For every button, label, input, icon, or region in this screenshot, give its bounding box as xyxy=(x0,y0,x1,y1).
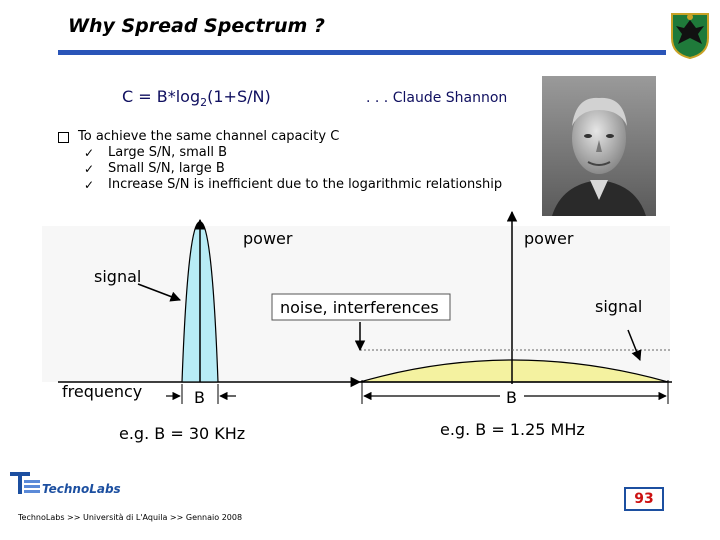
claude-shannon-photo xyxy=(542,76,656,216)
page-number: 93 xyxy=(624,487,664,511)
spread-signal-shape xyxy=(359,359,669,383)
right-signal-label: signal xyxy=(595,297,642,316)
checkmark-icon: ✓ xyxy=(84,146,95,160)
noise-label-box xyxy=(271,293,451,321)
checkmark-icon: ✓ xyxy=(84,162,95,176)
right-power-label: power xyxy=(524,229,574,248)
bullet-sub-item: ✓ Increase S/N is inefficient due to the… xyxy=(58,177,528,193)
technolabs-logo-icon xyxy=(10,472,40,494)
title-underline xyxy=(58,50,666,55)
right-bandwidth-label: B xyxy=(506,388,517,407)
formula-subscript: 2 xyxy=(200,96,208,110)
bullet-sub-text: Small S/N, large B xyxy=(108,161,225,176)
formula-attribution: . . . Claude Shannon xyxy=(366,90,508,106)
university-crest-icon xyxy=(671,13,709,60)
checkmark-icon: ✓ xyxy=(84,178,95,192)
bullet-main: To achieve the same channel capacity C xyxy=(58,129,528,145)
bullet-sub-item: ✓ Large S/N, small B xyxy=(58,145,528,161)
formula-suffix: (1+S/N) xyxy=(207,87,271,106)
bullet-main-text: To achieve the same channel capacity C xyxy=(78,129,340,144)
formula-prefix: C = B*log xyxy=(122,87,201,106)
slide-title: Why Spread Spectrum ? xyxy=(68,15,325,37)
bullet-sub-item: ✓ Small S/N, large B xyxy=(58,161,528,177)
left-example-label: e.g. B = 30 KHz xyxy=(119,424,245,443)
noise-label: noise, interferences xyxy=(280,298,439,317)
footer-text: TechnoLabs >> Università di L'Aquila >> … xyxy=(18,513,243,522)
left-bandwidth-label: B xyxy=(194,388,205,407)
checkbox-bullet-icon xyxy=(58,132,69,143)
frequency-label: frequency xyxy=(62,382,142,401)
bullet-list: To achieve the same channel capacity C ✓… xyxy=(58,129,528,193)
bullet-sub-text: Large S/N, small B xyxy=(108,145,228,160)
left-signal-arrow xyxy=(137,283,181,302)
left-signal-label: signal xyxy=(94,267,141,286)
bullet-sub-text: Increase S/N is inefficient due to the l… xyxy=(108,177,503,192)
right-signal-arrow xyxy=(627,329,642,361)
shannon-formula: C = B*log2(1+S/N) xyxy=(122,87,271,109)
technolabs-logo-text: TechnoLabs xyxy=(42,482,121,496)
left-power-label: power xyxy=(243,229,293,248)
right-example-label: e.g. B = 1.25 MHz xyxy=(440,420,585,439)
